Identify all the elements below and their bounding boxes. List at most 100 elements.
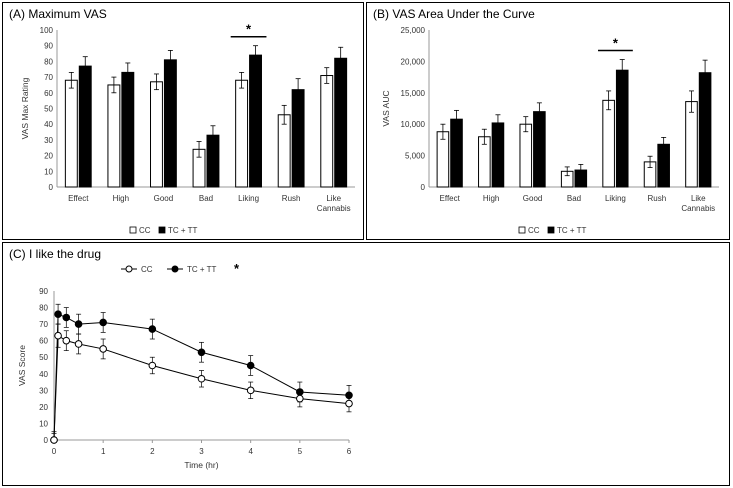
chart-title: (C) I like the drug [9,247,102,261]
data-point [296,394,304,403]
bar-chart-max-vas: 0 10 20 30 40 50 60 70 80 90 100 VAS Max Rating Effe… [20,22,355,235]
x-tick-label: Cannabis [317,204,351,213]
bar [291,89,305,188]
y-axis-label: VAS Score [17,345,27,386]
panel-maximum-vas: (A) Maximum VAS 0 10 20 30 40 50 60 70 80 90 100 VA… [2,2,364,240]
bar [334,57,348,188]
bar [615,69,629,188]
data-point [62,313,71,322]
x-tick-label: Good [523,194,543,203]
y-tick-label: 50 [39,353,48,362]
y-tick-label: 40 [39,370,48,379]
data-point [197,348,206,357]
y-tick-label: 80 [44,57,53,66]
y-tick-label: 50 [44,105,53,114]
y-tick-label: 70 [44,73,53,82]
legend-swatch [129,226,137,234]
y-tick-label: 0 [44,436,49,445]
legend-label: CC [139,226,151,235]
line-chart-i-like-the-drug: 0 10 20 30 40 50 60 70 80 90 0 1 2 3 4 5 6 VAS Score Time … [17,261,353,470]
y-tick-label: 25,000 [401,26,426,35]
x-tick-label: Bad [567,194,581,203]
x-tick-label: 0 [52,447,57,456]
significance-marker: * [613,36,619,51]
bar [685,101,698,188]
series-line [53,313,350,441]
x-tick-label: 5 [298,447,303,456]
bar [436,131,450,188]
bar [277,114,291,188]
bar [491,122,505,188]
series-line [53,334,350,441]
data-point [54,310,62,318]
data-point [74,340,83,348]
legend-label: TC + TT [187,265,217,274]
bar [519,123,533,188]
bar [107,84,121,188]
y-tick-label: 5,000 [405,152,426,161]
legend-swatch [158,226,166,234]
y-tick-label: 0 [421,183,426,192]
panel-i-like-the-drug: (C) I like the drug 0 10 20 30 40 50 60 70 80 90 0… [2,242,730,486]
y-tick-label: 10 [39,419,48,428]
data-point [74,320,83,328]
panel-vas-auc: (B) VAS Area Under the Curve 0 5,000 10,00… [366,2,730,240]
x-tick-label: Rush [282,194,301,203]
bar [64,79,78,188]
data-point [50,436,58,444]
bar [150,81,163,188]
x-tick-label: 3 [199,447,204,456]
x-tick-label: Effect [440,194,461,203]
legend-marker [125,265,133,273]
y-tick-label: 20 [44,152,53,161]
data-point [99,345,107,353]
bar [533,111,546,188]
significance-marker: * [234,261,240,276]
x-tick-label: Like [691,194,706,203]
x-tick-label: 6 [347,447,352,456]
significance-marker: * [246,22,252,37]
x-tick-label: Liking [238,194,259,203]
data-point [246,386,255,395]
bar [235,79,249,188]
data-point [246,361,255,370]
y-tick-label: 10 [44,167,53,176]
y-tick-label: 20 [39,403,48,412]
x-tick-label: Liking [605,194,626,203]
data-point [148,325,157,333]
bar [602,99,615,188]
y-tick-label: 30 [44,136,53,145]
bar [121,71,135,188]
y-tick-label: 70 [39,320,48,329]
data-point [345,399,353,408]
chart-title: (B) VAS Area Under the Curve [373,7,535,21]
y-tick-label: 60 [44,89,53,98]
bar [249,54,262,188]
legend-swatch [518,226,526,234]
y-tick-label: 20,000 [401,57,426,66]
x-tick-label: Bad [199,194,213,203]
legend-label: CC [141,265,153,274]
legend-label: TC + TT [557,226,587,235]
y-axis-label: VAS AUC [381,90,391,126]
y-tick-label: 0 [49,183,54,192]
y-tick-label: 80 [39,304,48,313]
bar [450,118,463,188]
x-tick-label: High [113,194,129,203]
data-point [148,361,157,370]
data-point [54,331,62,340]
bar [78,65,92,188]
y-tick-label: 15,000 [401,89,426,98]
x-tick-label: 1 [101,447,106,456]
y-axis-label: VAS Max Rating [20,77,30,139]
x-tick-label: Cannabis [681,204,715,213]
legend-label: CC [528,226,540,235]
y-tick-label: 90 [44,42,53,51]
y-tick-label: 90 [39,287,48,296]
x-tick-label: Like [326,194,341,203]
x-axis-label: Time (hr) [184,460,218,470]
y-tick-label: 60 [39,337,48,346]
x-tick-label: 2 [150,447,155,456]
data-point [197,374,206,383]
x-tick-label: Good [154,194,174,203]
